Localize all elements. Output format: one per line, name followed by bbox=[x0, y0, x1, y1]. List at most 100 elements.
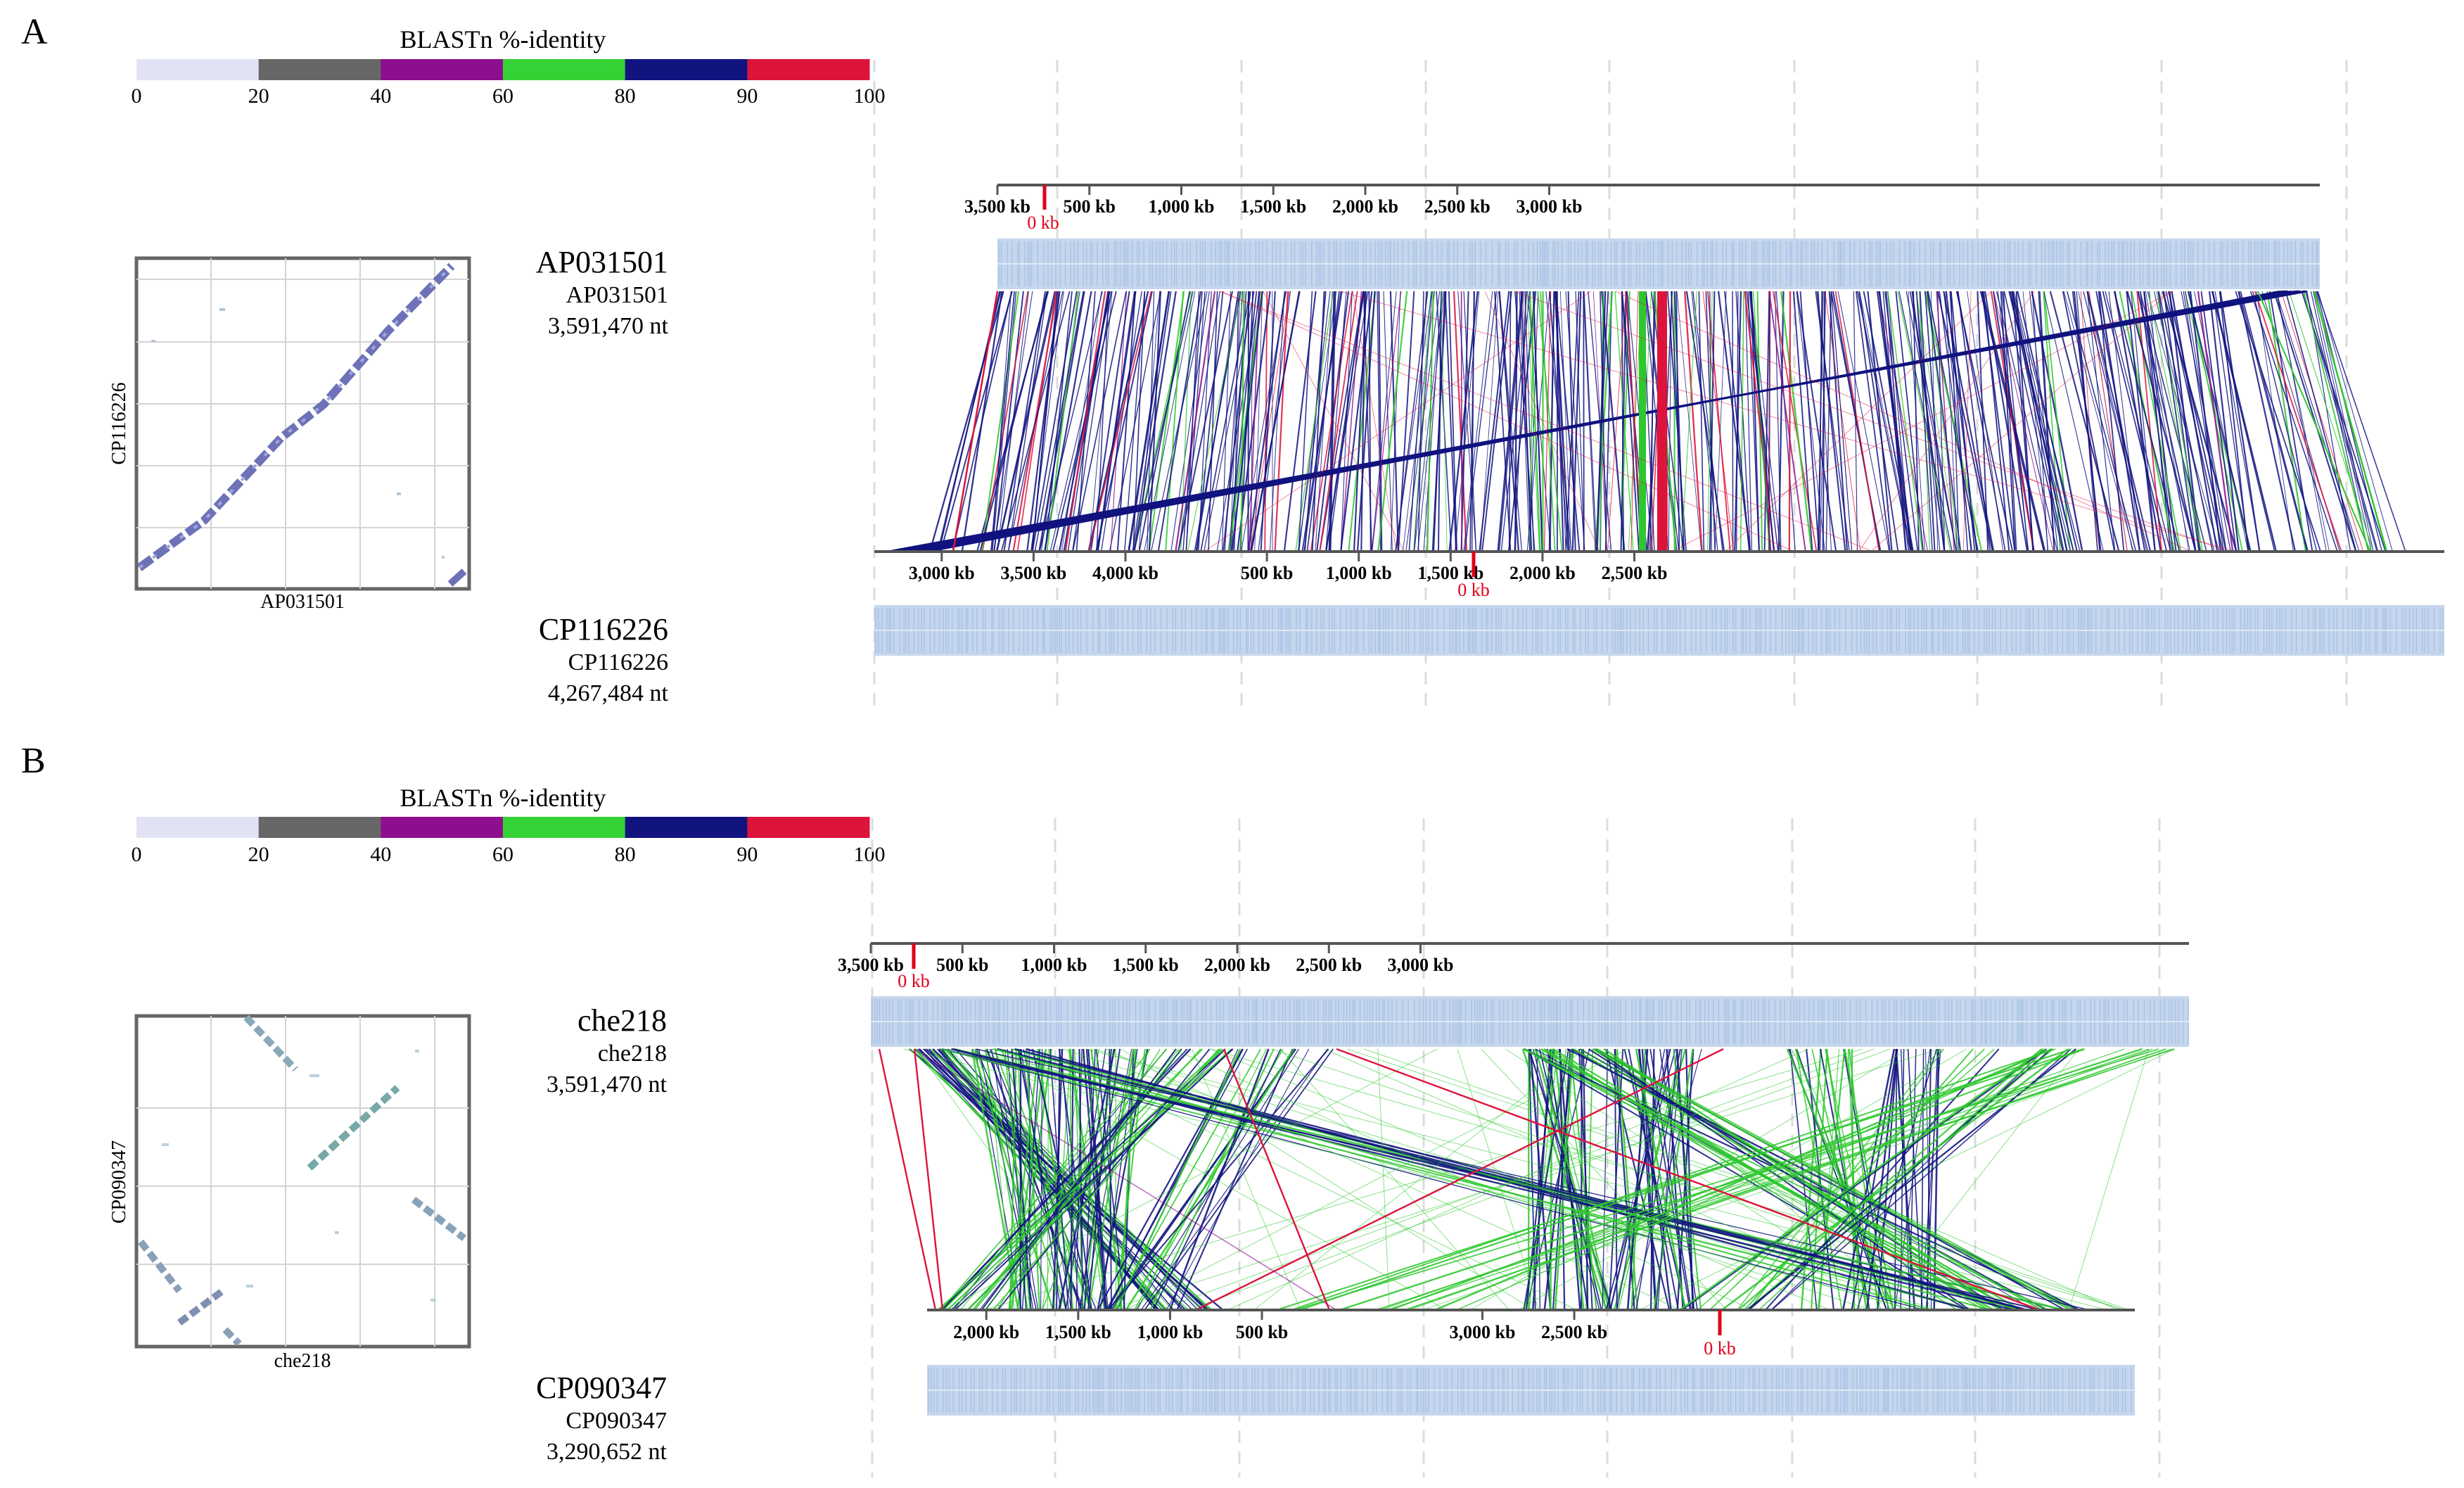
axis-tick-label: 3,500 kb bbox=[1000, 563, 1066, 583]
legend-color-swatch bbox=[381, 817, 504, 838]
dot-plot-ylabel: CP090347 bbox=[108, 1140, 130, 1223]
query-name-block: che218 che218 3,591,470 nt bbox=[484, 1003, 667, 1100]
query-zero-label: 0 kb bbox=[898, 971, 930, 991]
axis-tick-label: 2,000 kb bbox=[1509, 563, 1576, 583]
query-id: AP031501 bbox=[566, 282, 668, 308]
legend-tick-label: 100 bbox=[854, 84, 886, 108]
legend-title: BLASTn %-identity bbox=[400, 25, 606, 53]
dot-plot-ylabel: CP116226 bbox=[108, 382, 130, 464]
legend-title: BLASTn %-identity bbox=[400, 784, 606, 812]
query-name: AP031501 bbox=[535, 245, 668, 279]
axis-tick-label: 1,500 kb bbox=[1240, 196, 1306, 217]
query-axis: 3,500 kb 500 kb 1,000 kb 1,500 kb 2,000 kb 2,… bbox=[964, 184, 2320, 233]
legend-tick-label: 0 bbox=[132, 84, 142, 108]
dot-plot: che218 CP090347 bbox=[108, 1014, 471, 1372]
identity-legend: BLASTn %-identity 0 20 40 60 80 90 100 bbox=[132, 25, 886, 108]
axis-tick-label: 1,500 kb bbox=[1113, 955, 1179, 975]
subject-axis: 3,000 kb 3,500 kb 4,000 kb 500 kb 1,000 kb 1,… bbox=[874, 550, 2444, 600]
axis-tick-label: 1,000 kb bbox=[1021, 955, 1087, 975]
axis-tick-label: 500 kb bbox=[936, 955, 988, 975]
legend-color-swatch bbox=[136, 59, 260, 80]
legend-color-swatch bbox=[258, 59, 381, 80]
axis-tick-label: 2,500 kb bbox=[1424, 196, 1490, 217]
query-name-block: AP031501 AP031501 3,591,470 nt bbox=[485, 245, 668, 342]
legend-tick-labels: 0 20 40 60 80 90 100 bbox=[132, 84, 886, 108]
panel-label: A bbox=[21, 12, 48, 52]
subject-zero-label: 0 kb bbox=[1704, 1338, 1736, 1359]
subject-name: CP090347 bbox=[536, 1371, 667, 1405]
legend-tick-label: 60 bbox=[492, 84, 513, 108]
identity-legend: BLASTn %-identity 0 20 40 60 80 90 100 bbox=[132, 784, 886, 866]
legend-tick-label: 60 bbox=[492, 843, 513, 866]
legend-tick-label: 90 bbox=[736, 843, 758, 866]
legend-tick-label: 20 bbox=[248, 843, 269, 866]
axis-tick-label: 1,000 kb bbox=[1149, 196, 1215, 217]
grid-guides bbox=[873, 60, 2348, 711]
legend-color-swatch bbox=[503, 817, 626, 838]
subject-zero-label: 0 kb bbox=[1457, 580, 1490, 600]
legend-color-bar bbox=[136, 817, 870, 838]
legend-tick-labels: 0 20 40 60 80 90 100 bbox=[132, 843, 886, 866]
legend-color-swatch bbox=[503, 59, 626, 80]
dot-plot-xlabel: AP031501 bbox=[260, 591, 345, 613]
axis-tick-label: 2,000 kb bbox=[1204, 955, 1270, 975]
dot-plot-xlabel: che218 bbox=[274, 1350, 331, 1372]
legend-color-swatch bbox=[625, 817, 748, 838]
axis-tick-label: 3,000 kb bbox=[1450, 1322, 1516, 1342]
axis-tick-label: 1,500 kb bbox=[1045, 1322, 1111, 1342]
legend-tick-label: 100 bbox=[854, 843, 886, 866]
panel-label: B bbox=[21, 741, 46, 781]
axis-tick-label: 2,500 kb bbox=[1541, 1322, 1607, 1342]
blast-match-lines bbox=[878, 1048, 2176, 1311]
subject-axis: 2,000 kb 1,500 kb 1,000 kb 500 kb 3,000 kb 2,… bbox=[927, 1309, 2135, 1359]
legend-color-bar bbox=[136, 59, 870, 80]
query-feature-track bbox=[871, 996, 2189, 1047]
query-axis: 3,500 kb 500 kb 1,000 kb 1,500 kb 2,000 kb 2,… bbox=[838, 942, 2189, 991]
axis-tick-label: 2,000 kb bbox=[1332, 196, 1398, 217]
legend-tick-label: 90 bbox=[736, 84, 758, 108]
legend-tick-label: 40 bbox=[370, 843, 391, 866]
legend-tick-label: 40 bbox=[370, 84, 391, 108]
legend-color-swatch bbox=[625, 59, 748, 80]
axis-tick-label: 500 kb bbox=[1064, 196, 1116, 217]
query-length: 3,591,470 nt bbox=[548, 313, 668, 339]
legend-color-swatch bbox=[258, 817, 381, 838]
panel-b: B BLASTn %-identity 0 20 40 60 80 90 100 bbox=[21, 741, 2189, 1477]
query-name: che218 bbox=[577, 1003, 667, 1038]
subject-id: CP116226 bbox=[568, 649, 668, 675]
axis-tick-label: 3,000 kb bbox=[1388, 955, 1454, 975]
query-zero-label: 0 kb bbox=[1027, 212, 1059, 233]
subject-feature-track bbox=[874, 605, 2444, 656]
axis-tick-label: 2,000 kb bbox=[953, 1322, 1019, 1342]
axis-tick-label: 1,000 kb bbox=[1326, 563, 1392, 583]
axis-tick-label: 3,000 kb bbox=[1517, 196, 1583, 217]
legend-tick-label: 80 bbox=[615, 84, 636, 108]
axis-tick-label: 500 kb bbox=[1241, 563, 1293, 583]
legend-color-swatch bbox=[747, 817, 870, 838]
dot-plot-frame bbox=[134, 1014, 471, 1349]
query-feature-track bbox=[997, 239, 2320, 289]
legend-color-swatch bbox=[747, 59, 870, 80]
axis-tick-label: 3,500 kb bbox=[838, 955, 904, 975]
subject-name: CP116226 bbox=[538, 612, 668, 647]
dot-plot: AP031501 CP116226 bbox=[108, 256, 471, 613]
subject-feature-track bbox=[927, 1365, 2135, 1416]
axis-tick-label: 2,500 kb bbox=[1296, 955, 1362, 975]
legend-tick-label: 20 bbox=[248, 84, 269, 108]
query-id: che218 bbox=[597, 1041, 667, 1067]
axis-tick-label: 2,500 kb bbox=[1602, 563, 1668, 583]
subject-name-block: CP116226 CP116226 4,267,484 nt bbox=[485, 612, 668, 709]
subject-name-block: CP090347 CP090347 3,290,652 nt bbox=[484, 1371, 667, 1468]
query-length: 3,591,470 nt bbox=[547, 1072, 667, 1098]
panel-a: A BLASTn %-identity 0 20 40 60 80 90 100 bbox=[21, 12, 2444, 711]
legend-tick-label: 0 bbox=[132, 843, 142, 866]
legend-tick-label: 80 bbox=[615, 843, 636, 866]
legend-color-swatch bbox=[381, 59, 504, 80]
subject-id: CP090347 bbox=[566, 1408, 667, 1434]
axis-tick-label: 500 kb bbox=[1236, 1322, 1288, 1342]
axis-tick-label: 3,000 kb bbox=[909, 563, 975, 583]
blast-match-lines bbox=[887, 290, 2406, 553]
axis-tick-label: 1,000 kb bbox=[1137, 1322, 1203, 1342]
subject-length: 3,290,652 nt bbox=[547, 1439, 667, 1465]
